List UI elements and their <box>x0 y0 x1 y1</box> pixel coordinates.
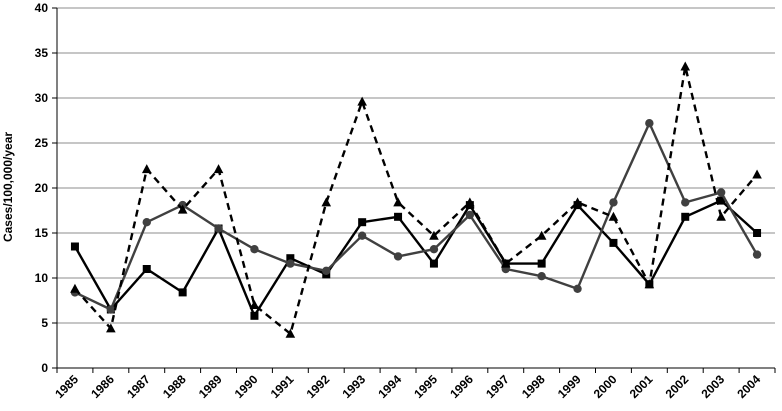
y-tick-labels: 0 5 10 15 20 25 30 35 40 <box>35 1 49 375</box>
data-point-triangle <box>70 283 80 293</box>
y-tick-label: 0 <box>41 361 48 375</box>
data-point-circle <box>645 119 654 128</box>
series-circle <box>70 119 762 314</box>
series-group <box>70 61 762 338</box>
series-line <box>74 65 758 335</box>
y-axis-label: Cases/100,000/year <box>1 132 15 242</box>
data-point-triangle <box>285 328 296 338</box>
data-point-square <box>142 265 151 273</box>
axes <box>52 7 776 373</box>
x-tick-label: 1993 <box>339 372 368 401</box>
data-point-square <box>753 229 762 237</box>
y-tick-label: 40 <box>35 1 49 15</box>
data-point-square <box>358 218 367 227</box>
x-tick-label: 1991 <box>268 372 297 401</box>
data-point-circle <box>716 188 726 197</box>
x-tick-label: 2001 <box>627 372 656 401</box>
y-tick-label: 5 <box>41 316 48 330</box>
x-tick-labels: 1985 1986 1987 1988 1989 1990 1991 1992 1993 1994… <box>52 372 763 401</box>
data-point-square <box>178 288 187 297</box>
x-tick-label: 2003 <box>698 372 727 401</box>
data-point-triangle <box>141 164 152 174</box>
data-point-triangle <box>680 61 691 71</box>
x-tick-label: 1999 <box>555 372 584 401</box>
data-point-square <box>429 259 438 268</box>
data-point-triangle <box>572 197 583 207</box>
y-tick-label: 20 <box>35 181 49 195</box>
series-line <box>74 121 759 311</box>
x-tick-label: 1992 <box>304 372 333 401</box>
y-tick-label: 15 <box>35 226 49 240</box>
data-point-triangle <box>752 169 762 179</box>
data-point-triangle <box>500 258 511 268</box>
x-tick-label: 1994 <box>375 372 404 401</box>
x-tick-label: 1986 <box>88 372 117 401</box>
data-point-circle <box>393 252 403 261</box>
x-tick-label: 1997 <box>483 372 512 401</box>
x-tick-label: 1989 <box>196 372 225 401</box>
y-tick-label: 30 <box>35 91 49 105</box>
data-point-triangle <box>644 279 655 289</box>
data-point-square <box>717 196 726 205</box>
y-tick-label: 25 <box>35 136 49 150</box>
series-line <box>73 199 758 317</box>
gridlines <box>57 7 775 324</box>
x-tick-label: 1985 <box>52 372 81 401</box>
data-point-circle <box>322 266 331 275</box>
data-point-square <box>681 212 690 221</box>
y-tick-label: 10 <box>35 271 49 285</box>
data-point-square <box>70 242 79 251</box>
data-point-circle <box>537 272 546 281</box>
data-point-circle <box>214 224 223 233</box>
x-tick-label: 1988 <box>160 372 189 401</box>
data-point-square <box>609 238 618 247</box>
data-point-triangle <box>429 230 439 240</box>
data-point-square <box>250 311 259 320</box>
x-tick-label: 1995 <box>411 372 440 401</box>
data-point-triangle <box>249 300 260 309</box>
x-tick-label: 1987 <box>124 372 153 401</box>
data-point-triangle <box>536 230 547 240</box>
data-point-square <box>394 212 403 221</box>
data-point-circle <box>465 210 475 220</box>
y-tick-label: 35 <box>35 46 49 60</box>
data-point-circle <box>106 305 116 314</box>
data-point-circle <box>286 259 295 268</box>
data-point-square <box>286 254 295 263</box>
data-point-circle <box>142 218 151 227</box>
data-point-circle <box>250 245 259 254</box>
x-tick-label: 2002 <box>663 372 692 401</box>
data-point-circle <box>609 198 618 207</box>
series-square <box>70 196 762 320</box>
x-tick-label: 2004 <box>734 372 763 401</box>
data-point-square <box>537 259 546 268</box>
data-point-circle <box>357 231 367 240</box>
data-point-circle <box>429 245 439 254</box>
data-point-triangle <box>321 197 332 207</box>
series-triangle <box>70 61 762 338</box>
data-point-triangle <box>465 197 475 207</box>
x-tick-label: 1990 <box>232 372 261 401</box>
data-point-circle <box>681 198 690 207</box>
x-tick-label: 1998 <box>519 372 548 401</box>
data-point-triangle <box>716 211 726 221</box>
x-tick-label: 1996 <box>447 372 476 401</box>
data-point-triangle <box>106 323 116 333</box>
x-tick-label: 2000 <box>591 372 620 401</box>
data-point-triangle <box>393 197 403 207</box>
data-point-triangle <box>213 164 224 174</box>
data-point-triangle <box>608 211 619 221</box>
data-point-circle <box>573 284 582 293</box>
data-point-circle <box>752 250 762 259</box>
data-point-triangle <box>177 204 188 214</box>
data-point-triangle <box>357 96 367 106</box>
